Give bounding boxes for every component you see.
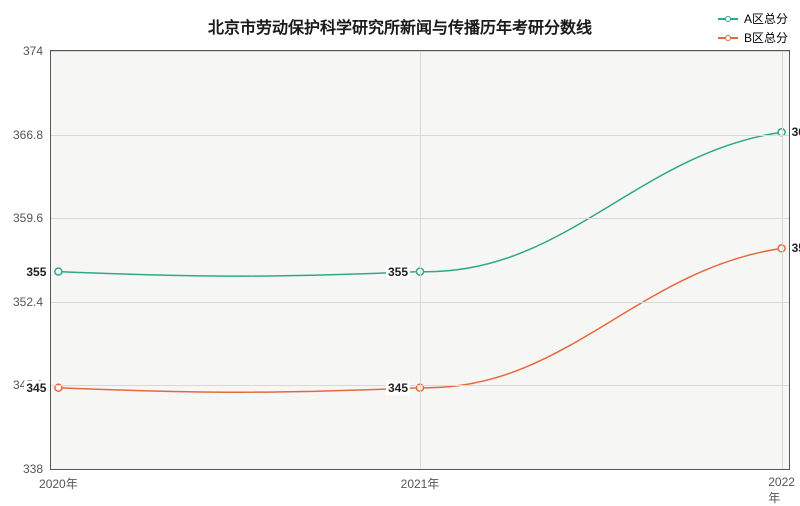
y-tick-label: 374 [23,44,43,58]
data-label: 355 [24,265,48,279]
data-label: 345 [386,381,410,395]
x-tick-label: 2020年 [39,475,78,492]
legend-item-a: A区总分 [718,10,788,27]
chart-container: 北京市劳动保护科学研究所新闻与传播历年考研分数线 A区总分 B区总分 33834… [0,0,800,500]
y-tick-label: 338 [23,462,43,476]
data-label: 345 [24,381,48,395]
y-tick-label: 359.6 [13,211,43,225]
data-marker [55,268,62,275]
gridline-v [782,51,783,469]
x-tick-label: 2022年 [768,475,795,506]
plot-area: 338345.2352.4359.6366.83742020年2021年2022… [50,50,790,470]
y-tick-label: 366.8 [13,128,43,142]
legend-marker-a [725,16,731,22]
data-label: 367 [790,125,800,139]
legend-swatch-b [718,37,738,39]
legend-label-a: A区总分 [744,10,788,27]
legend-marker-b [725,35,731,41]
chart-title: 北京市劳动保护科学研究所新闻与传播历年考研分数线 [208,14,592,38]
legend-item-b: B区总分 [718,29,788,46]
x-tick-label: 2021年 [401,475,440,492]
legend-swatch-a [718,18,738,20]
y-tick-label: 352.4 [13,295,43,309]
gridline-v [420,51,421,469]
data-label: 355 [386,265,410,279]
data-label: 357 [790,241,800,255]
legend-label-b: B区总分 [744,29,788,46]
legend: A区总分 B区总分 [718,10,788,48]
